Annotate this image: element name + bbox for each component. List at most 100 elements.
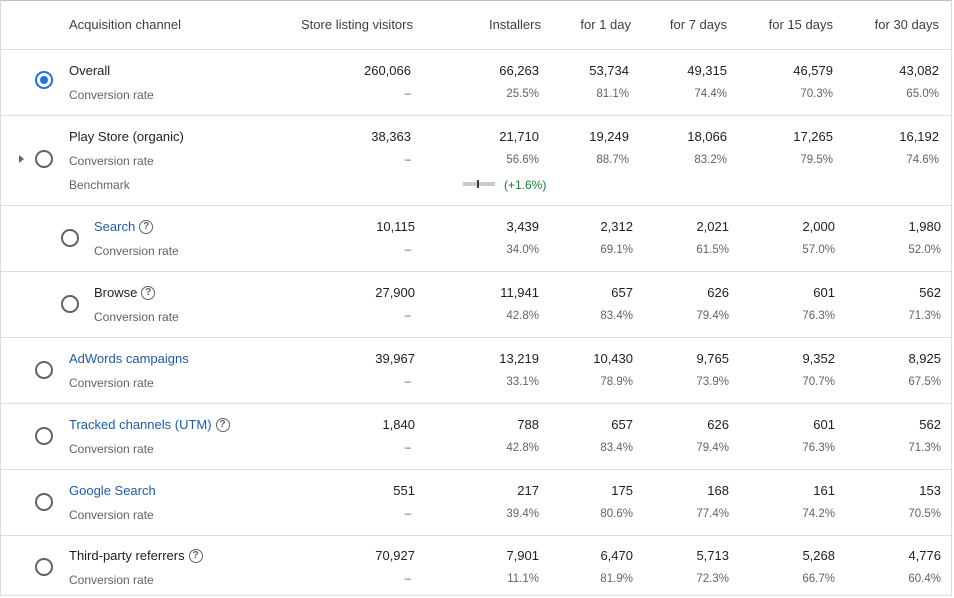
channel-link-adwords[interactable]: AdWords campaigns — [69, 351, 189, 366]
radio-button-play-store[interactable] — [35, 150, 53, 168]
channel-link-search[interactable]: Search? — [94, 219, 154, 235]
d30-rate: 71.3% — [908, 310, 941, 322]
installers-rate: 39.4% — [506, 508, 539, 520]
d15-rate: 70.7% — [802, 376, 835, 388]
visitors-value: 38,363 — [371, 129, 411, 144]
channel-name[interactable]: Tracked channels (UTM) — [69, 417, 212, 432]
d15-rate: 74.2% — [802, 508, 835, 520]
radio-button-adwords[interactable] — [35, 361, 53, 379]
table-row-third-party-referrers[interactable]: Third-party referrers? Conversion rate 7… — [1, 535, 951, 597]
table-row-overall[interactable]: Overall Conversion rate 260,066 – 66,263… — [1, 49, 951, 116]
visitors-rate: – — [404, 508, 411, 520]
radio-button-third-party[interactable] — [35, 558, 53, 576]
d1-value: 657 — [611, 285, 633, 300]
d7-value: 5,713 — [696, 548, 729, 563]
d30-value: 562 — [919, 417, 941, 432]
conversion-rate-label: Conversion rate — [69, 154, 154, 168]
d1-value: 6,470 — [600, 548, 633, 563]
conversion-rate-label: Conversion rate — [94, 310, 179, 324]
table-row-adwords-campaigns[interactable]: AdWords campaigns Conversion rate 39,967… — [1, 337, 951, 404]
radio-button-overall[interactable] — [35, 71, 53, 89]
d15-rate: 57.0% — [802, 244, 835, 256]
help-circle-icon[interactable]: ? — [188, 548, 203, 563]
installers-rate: 42.8% — [506, 442, 539, 454]
d1-value: 10,430 — [593, 351, 633, 366]
d30-value: 153 — [919, 483, 941, 498]
channel-name: Browse — [94, 285, 138, 300]
installers-value: 3,439 — [506, 219, 539, 234]
installers-value: 13,219 — [499, 351, 539, 366]
d30-rate: 52.0% — [908, 244, 941, 256]
installers-value: 217 — [517, 483, 539, 498]
visitors-rate: – — [404, 310, 411, 322]
channel-link-tracked-channels[interactable]: Tracked channels (UTM)? — [69, 417, 230, 433]
header-installers[interactable]: Installers — [488, 17, 541, 32]
d7-value: 626 — [707, 285, 729, 300]
help-circle-icon[interactable]: ? — [139, 219, 154, 234]
table-row-google-search[interactable]: Google Search Conversion rate 551 – 217 … — [1, 469, 951, 536]
installers-value: 788 — [517, 417, 539, 432]
d30-value: 8,925 — [908, 351, 941, 366]
header-store-listing-visitors[interactable]: Store listing visitors — [301, 17, 413, 32]
visitors-value: 260,066 — [364, 63, 411, 78]
d30-rate: 60.4% — [908, 573, 941, 585]
radio-button-google-search[interactable] — [35, 493, 53, 511]
installers-rate: 33.1% — [506, 376, 539, 388]
channel-name[interactable]: Search — [94, 219, 136, 234]
header-30-days[interactable]: for 30 days — [874, 17, 939, 32]
d30-value: 1,980 — [908, 219, 941, 234]
d7-value: 168 — [707, 483, 729, 498]
d15-value: 601 — [813, 285, 835, 300]
channel-name: Third-party referrers — [69, 548, 185, 563]
table-row-browse[interactable]: Browse? Conversion rate 27,900 – 11,941 … — [1, 271, 951, 338]
header-7-days[interactable]: for 7 days — [669, 17, 727, 32]
installers-rate: 11.1% — [507, 573, 539, 585]
d1-rate: 88.7% — [596, 154, 629, 166]
table-row-search[interactable]: Search? Conversion rate 10,115 – 3,439 3… — [1, 205, 951, 272]
d7-rate: 77.4% — [696, 508, 729, 520]
benchmark-marker — [477, 180, 479, 188]
radio-button-browse[interactable] — [61, 295, 79, 313]
installers-rate: 42.8% — [506, 310, 539, 322]
benchmark-bar — [463, 182, 495, 186]
d15-value: 161 — [813, 483, 835, 498]
table-row-play-store-organic[interactable]: Play Store (organic) Conversion rate Ben… — [1, 115, 951, 206]
caret-right-icon[interactable] — [19, 155, 24, 163]
header-1-day[interactable]: for 1 day — [580, 17, 631, 32]
installers-rate: 34.0% — [506, 244, 539, 256]
visitors-value: 551 — [393, 483, 415, 498]
d7-rate: 79.4% — [696, 310, 729, 322]
d15-value: 9,352 — [802, 351, 835, 366]
table-row-tracked-channels[interactable]: Tracked channels (UTM)? Conversion rate … — [1, 403, 951, 470]
visitors-rate: – — [404, 442, 411, 454]
visitors-value: 70,927 — [375, 548, 415, 563]
d30-value: 43,082 — [899, 63, 939, 78]
conversion-rate-label: Conversion rate — [69, 88, 154, 102]
conversion-rate-label: Conversion rate — [69, 376, 154, 390]
channel-link-google-search[interactable]: Google Search — [69, 483, 156, 498]
installers-rate: 56.6% — [506, 154, 539, 166]
d7-value: 2,021 — [696, 219, 729, 234]
d1-value: 657 — [611, 417, 633, 432]
d7-value: 18,066 — [687, 129, 727, 144]
header-15-days[interactable]: for 15 days — [768, 17, 833, 32]
help-circle-icon[interactable]: ? — [215, 417, 230, 432]
installers-rate: 25.5% — [506, 88, 539, 100]
d7-value: 49,315 — [687, 63, 727, 78]
channel-label-third-party: Third-party referrers? — [69, 548, 203, 564]
d7-rate: 74.4% — [694, 88, 727, 100]
d1-rate: 78.9% — [600, 376, 633, 388]
d15-rate: 79.5% — [800, 154, 833, 166]
help-circle-icon[interactable]: ? — [141, 285, 156, 300]
visitors-rate: – — [404, 154, 411, 166]
d7-rate: 72.3% — [696, 573, 729, 585]
d1-value: 175 — [611, 483, 633, 498]
d1-value: 19,249 — [589, 129, 629, 144]
radio-button-search[interactable] — [61, 229, 79, 247]
d1-rate: 81.1% — [596, 88, 629, 100]
visitors-rate: – — [404, 244, 411, 256]
conversion-rate-label: Conversion rate — [69, 508, 154, 522]
radio-button-tracked-channels[interactable] — [35, 427, 53, 445]
header-acquisition-channel[interactable]: Acquisition channel — [69, 17, 182, 32]
